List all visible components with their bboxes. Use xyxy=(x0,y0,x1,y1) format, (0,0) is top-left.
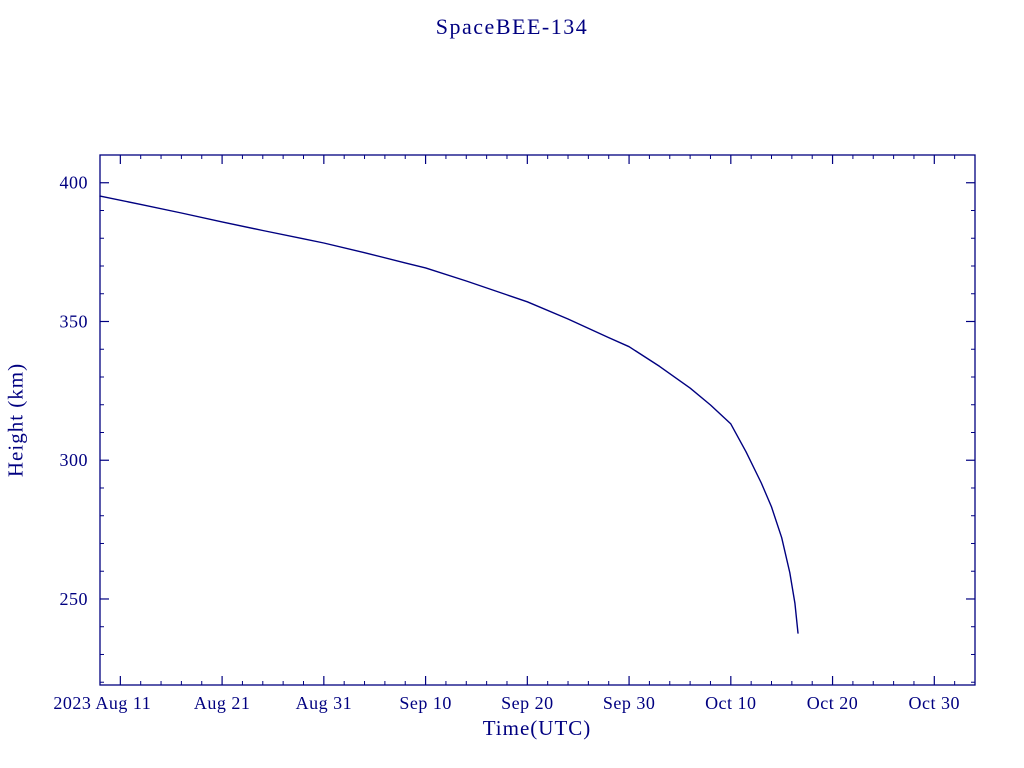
y-tick-label: 400 xyxy=(60,173,89,193)
x-tick-label: Oct 10 xyxy=(705,693,757,713)
decay-curve xyxy=(99,195,799,634)
x-tick-label: Sep 30 xyxy=(603,693,656,713)
y-tick-label: 350 xyxy=(60,311,89,331)
x-tick-label: Sep 20 xyxy=(501,693,554,713)
x-tick-label: 2023 Aug 11 xyxy=(53,693,151,713)
x-tick-label: Sep 10 xyxy=(399,693,452,713)
x-tick-label: Oct 20 xyxy=(807,693,859,713)
x-tick-label: Oct 30 xyxy=(909,693,961,713)
y-axis-title: Height (km) xyxy=(3,362,28,478)
x-tick-label: Aug 21 xyxy=(194,693,251,713)
x-tick-label: Aug 31 xyxy=(296,693,353,713)
y-tick-label: 250 xyxy=(60,589,89,609)
x-axis-title: Time(UTC) xyxy=(482,716,592,740)
chart-title: SpaceBEE-134 xyxy=(435,14,589,39)
plot-frame xyxy=(99,154,976,686)
y-tick-label: 300 xyxy=(60,450,89,470)
